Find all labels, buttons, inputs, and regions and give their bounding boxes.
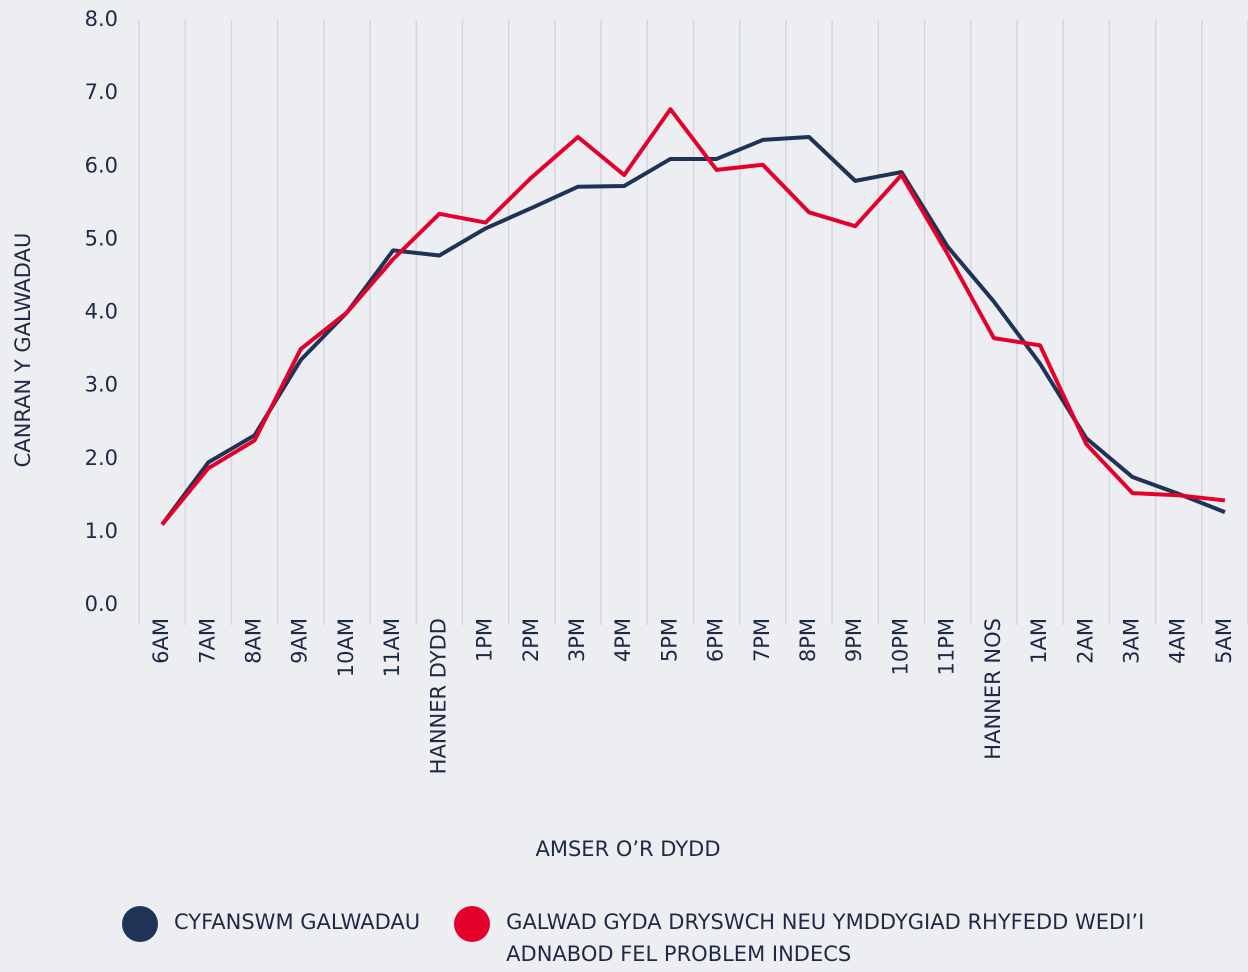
x-tick-label: 7PM: [750, 618, 774, 662]
x-tick-label: 6AM: [149, 618, 173, 664]
legend-item: CYFANSWM GALWADAU: [122, 906, 420, 970]
x-tick-label: 7AM: [195, 618, 219, 664]
y-tick-label: 2.0: [85, 446, 118, 470]
y-tick-label: 6.0: [85, 153, 118, 177]
x-tick-label: 3AM: [1119, 618, 1143, 664]
y-tick-label: 8.0: [85, 7, 118, 31]
x-tick-label: 10AM: [334, 618, 358, 677]
x-tick-label: 4PM: [611, 618, 635, 662]
y-tick-label: 1.0: [85, 519, 118, 543]
x-tick-label: 1AM: [1027, 618, 1051, 664]
x-axis-title: AMSER O’R DYDD: [535, 837, 720, 861]
x-tick-label: 9PM: [842, 618, 866, 662]
x-tick-label: 8PM: [796, 618, 820, 662]
y-tick-label: 3.0: [85, 373, 118, 397]
x-tick-label: 4AM: [1166, 618, 1190, 664]
x-tick-label: HANNER NOS: [981, 618, 1005, 760]
chart: CANRAN Y GALWADAU AMSER O’R DYDD 0.0 1.0 2…: [11, 7, 1248, 861]
x-tick-label: 8AM: [242, 618, 266, 664]
legend-item: GALWAD GYDA DRYSWCH NEU YMDDYGIAD RHYFED…: [454, 906, 1176, 970]
y-axis-title: CANRAN Y GALWADAU: [11, 233, 35, 468]
x-tick-label: 5PM: [657, 618, 681, 662]
x-tick-label: 2PM: [519, 618, 543, 662]
x-tick-label: 3PM: [565, 618, 589, 662]
y-tick-label: 0.0: [85, 592, 118, 616]
x-tick-label: 11AM: [380, 618, 404, 677]
x-tick-label: 9AM: [288, 618, 312, 664]
x-tick-label: HANNER DYDD: [426, 618, 450, 774]
legend-swatch: [122, 906, 158, 942]
x-tick-label: 10PM: [888, 618, 912, 676]
series-line: [160, 107, 1226, 526]
x-tick-label: 2AM: [1073, 618, 1097, 664]
x-tick-label: 6PM: [704, 618, 728, 662]
legend-swatch: [454, 906, 491, 942]
legend-label: GALWAD GYDA DRYSWCH NEU YMDDYGIAD RHYFED…: [506, 910, 1145, 966]
x-tick-label: 1PM: [473, 618, 497, 662]
y-tick-label: 4.0: [85, 300, 118, 324]
legend-label: CYFANSWM GALWADAU: [174, 910, 421, 934]
y-tick-label: 7.0: [85, 80, 118, 104]
x-tick-label: 5AM: [1212, 618, 1236, 664]
x-tick-label: 11PM: [935, 618, 959, 676]
y-tick-label: 5.0: [85, 226, 118, 250]
legend: CYFANSWM GALWADAU GALWAD GYDA DRYSWCH NEU…: [122, 906, 1210, 970]
